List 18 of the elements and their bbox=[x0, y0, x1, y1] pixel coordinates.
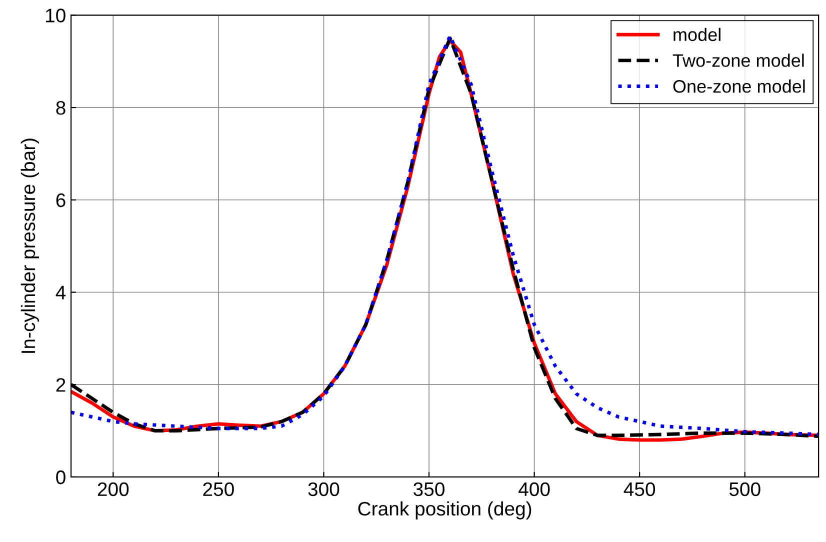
x-tick-label: 250 bbox=[203, 482, 234, 496]
y-tick-label: 8 bbox=[56, 101, 66, 115]
legend-label: One-zone model bbox=[673, 80, 805, 93]
x-axis-title: Crank position (deg) bbox=[358, 501, 532, 520]
legend-label: Two-zone model bbox=[672, 54, 804, 67]
y-tick-label: 0 bbox=[56, 470, 66, 484]
x-tick-label: 200 bbox=[98, 482, 129, 496]
y-tick-label: 6 bbox=[56, 193, 66, 208]
y-tick-label: 10 bbox=[46, 8, 66, 22]
y-tick-label: 2 bbox=[56, 378, 66, 392]
x-tick-label: 500 bbox=[729, 482, 760, 496]
x-tick-label: 450 bbox=[624, 482, 656, 496]
y-tick-label: 4 bbox=[56, 286, 66, 300]
y-axis-title: In-cylinder pressure (bar) bbox=[20, 138, 39, 353]
x-tick-label: 350 bbox=[414, 482, 444, 496]
x-tick-label: 300 bbox=[308, 482, 340, 496]
x-tick-label: 400 bbox=[518, 482, 550, 496]
legend-label: model bbox=[674, 28, 720, 42]
